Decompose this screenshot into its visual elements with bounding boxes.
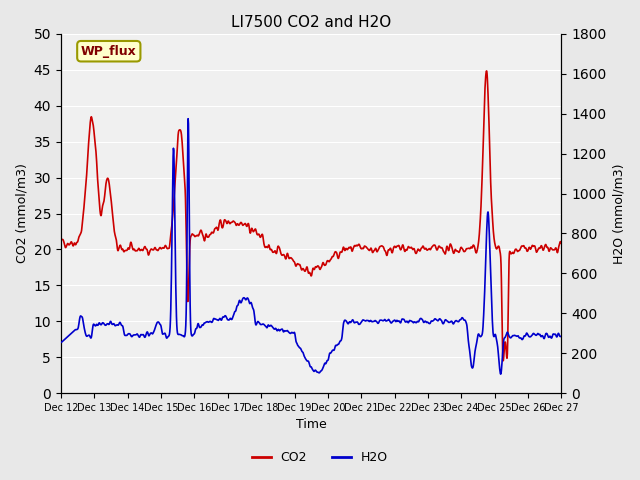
Text: WP_flux: WP_flux	[81, 45, 137, 58]
X-axis label: Time: Time	[296, 419, 326, 432]
Title: LI7500 CO2 and H2O: LI7500 CO2 and H2O	[231, 15, 391, 30]
Legend: CO2, H2O: CO2, H2O	[247, 446, 393, 469]
Y-axis label: CO2 (mmol/m3): CO2 (mmol/m3)	[15, 164, 28, 264]
Y-axis label: H2O (mmol/m3): H2O (mmol/m3)	[612, 163, 625, 264]
